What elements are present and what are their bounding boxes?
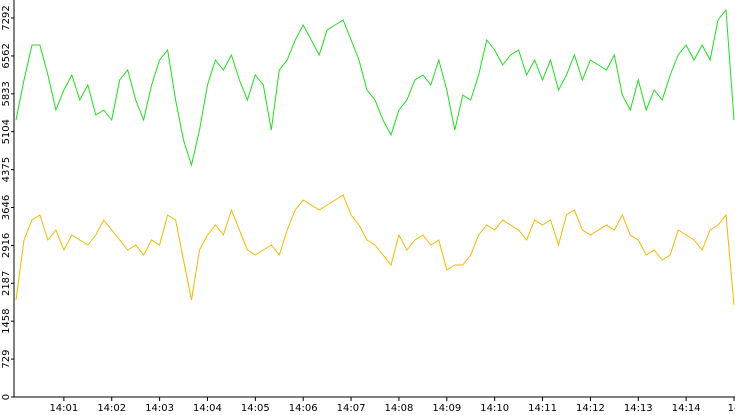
y-tick-label: 4375 (1, 157, 12, 182)
x-tick-label: 14:03 (145, 403, 174, 414)
y-tick-label: 5104 (1, 119, 12, 144)
y-tick-label: 6562 (1, 43, 12, 68)
x-tick-label: 14:09 (432, 403, 461, 414)
x-tick-label: 14:07 (337, 403, 366, 414)
x-tick-label: 14:08 (385, 403, 414, 414)
y-tick-label: 1458 (1, 308, 12, 333)
x-tick-label: 14:01 (49, 403, 78, 414)
y-tick-label: 0 (1, 394, 12, 400)
x-tick-label: 14:06 (289, 403, 318, 414)
y-tick-label: 5833 (1, 81, 12, 106)
x-tick-label: 14:02 (97, 403, 126, 414)
x-tick-label: 14:04 (193, 403, 222, 414)
y-tick-label: 2187 (1, 271, 12, 296)
x-tick-label: 14:05 (241, 403, 270, 414)
series-line (15, 194, 735, 306)
x-tick-label: 14:11 (528, 403, 557, 414)
x-tick-label: 14 (728, 403, 735, 414)
x-tick-label: 14:13 (624, 403, 653, 414)
y-tick-label: 7292 (1, 5, 12, 30)
x-tick-label: 14:12 (576, 403, 605, 414)
y-tick-label: 2916 (1, 233, 12, 258)
x-tick-label: 14:14 (672, 403, 701, 414)
y-tick-label: 3646 (1, 195, 12, 220)
x-tick-label: 14:10 (480, 403, 509, 414)
y-tick-label: 729 (1, 350, 12, 369)
series-line (15, 8, 735, 167)
